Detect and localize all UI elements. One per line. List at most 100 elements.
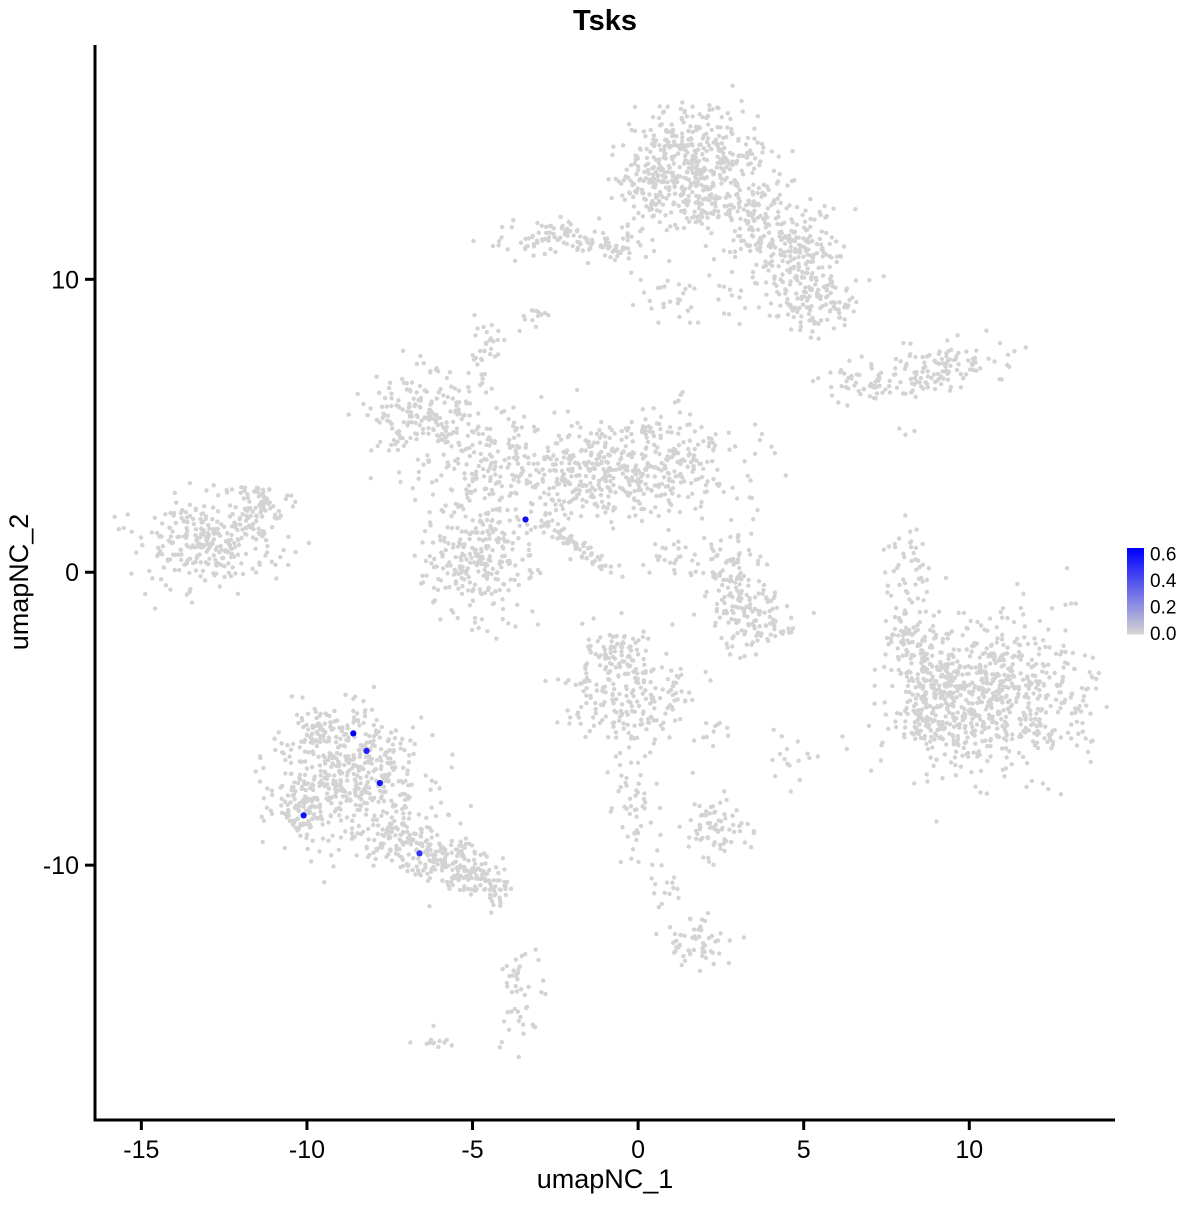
data-point xyxy=(505,507,510,513)
data-point xyxy=(896,667,901,673)
data-point xyxy=(737,823,742,829)
data-point xyxy=(813,275,819,281)
data-point xyxy=(954,367,960,373)
data-point xyxy=(764,292,769,297)
data-point xyxy=(693,828,699,833)
data-point xyxy=(1020,754,1026,760)
data-point xyxy=(944,631,949,637)
data-point xyxy=(444,465,449,470)
data-point xyxy=(629,734,634,739)
data-point xyxy=(669,122,674,127)
data-point xyxy=(1014,696,1019,701)
data-point xyxy=(405,793,410,798)
data-point xyxy=(926,566,931,571)
data-point xyxy=(558,235,563,240)
data-point xyxy=(632,468,637,473)
data-point xyxy=(502,531,507,537)
data-point xyxy=(1065,730,1071,735)
data-point xyxy=(921,366,926,371)
data-point xyxy=(922,360,927,365)
data-point xyxy=(962,740,967,746)
data-point xyxy=(772,451,778,456)
data-point xyxy=(293,499,298,504)
data-point xyxy=(658,426,663,432)
data-point xyxy=(592,487,597,493)
data-point xyxy=(705,215,710,220)
data-point xyxy=(795,296,800,301)
data-point xyxy=(352,755,357,760)
data-point xyxy=(671,139,677,144)
data-point xyxy=(727,447,732,452)
data-point xyxy=(605,460,610,465)
data-point xyxy=(1090,675,1095,680)
data-point xyxy=(805,252,810,257)
data-point xyxy=(873,379,878,384)
data-point xyxy=(571,496,576,502)
data-point xyxy=(645,720,651,725)
data-point xyxy=(565,434,571,440)
data-point xyxy=(129,529,134,534)
data-point xyxy=(593,711,599,716)
data-point xyxy=(330,833,335,838)
data-point xyxy=(1054,682,1060,687)
data-point xyxy=(651,143,657,149)
data-point xyxy=(988,701,994,706)
data-point xyxy=(607,473,612,478)
data-point xyxy=(739,168,744,173)
data-point xyxy=(712,200,718,205)
data-point xyxy=(654,931,659,937)
data-point xyxy=(668,224,673,229)
data-point xyxy=(847,297,852,303)
data-point xyxy=(378,755,383,760)
data-point xyxy=(1058,652,1063,657)
data-point xyxy=(661,720,666,725)
data-point xyxy=(458,537,463,542)
data-point xyxy=(939,703,944,708)
data-point xyxy=(748,602,753,607)
data-point xyxy=(825,317,830,322)
data-point xyxy=(920,369,925,375)
data-point xyxy=(900,629,905,634)
data-point xyxy=(644,155,650,161)
data-point xyxy=(922,658,928,663)
data-point xyxy=(565,538,570,544)
data-point xyxy=(831,206,836,211)
data-point xyxy=(943,675,948,680)
data-point xyxy=(437,415,443,421)
data-point xyxy=(735,209,740,214)
data-point xyxy=(818,242,824,247)
data-point xyxy=(580,497,585,502)
data-point xyxy=(712,827,718,832)
data-point xyxy=(658,832,663,838)
data-point xyxy=(721,151,726,156)
data-point xyxy=(484,426,489,431)
data-point xyxy=(754,633,759,638)
data-point xyxy=(338,736,343,741)
data-point xyxy=(206,561,211,567)
data-point xyxy=(670,622,675,627)
data-point xyxy=(672,931,678,937)
data-point xyxy=(507,518,512,523)
data-point xyxy=(606,494,611,499)
data-point xyxy=(943,700,949,706)
data-point xyxy=(194,555,199,561)
data-point xyxy=(514,491,519,496)
data-point xyxy=(338,835,344,840)
data-point xyxy=(612,449,617,454)
data-point xyxy=(929,643,934,648)
data-point xyxy=(509,483,514,489)
data-point xyxy=(190,516,196,522)
data-point xyxy=(931,613,936,618)
data-point xyxy=(686,446,691,452)
data-point xyxy=(475,530,480,535)
data-point xyxy=(725,125,730,130)
data-point xyxy=(467,551,473,557)
data-point xyxy=(526,553,531,558)
data-point xyxy=(1070,691,1075,696)
data-point xyxy=(533,485,538,490)
data-point xyxy=(715,143,720,148)
data-point xyxy=(716,133,722,139)
data-point xyxy=(920,686,925,691)
data-point xyxy=(676,297,681,302)
data-point xyxy=(412,403,417,409)
